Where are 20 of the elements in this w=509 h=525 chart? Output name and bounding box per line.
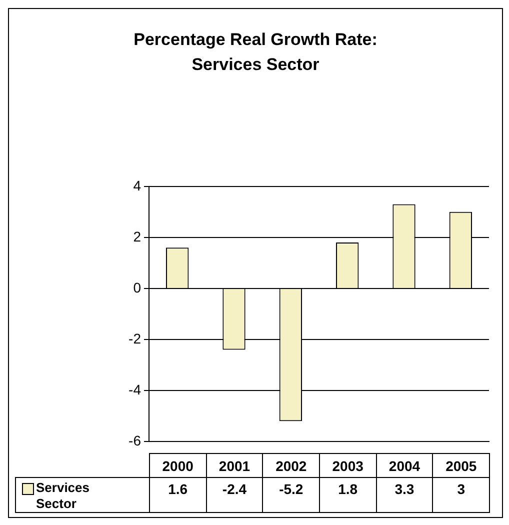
data-label: 3.3	[376, 477, 434, 513]
x-tick-label: 2004	[376, 453, 434, 478]
x-tick-label: 2000	[149, 453, 207, 478]
x-tick-label: 2003	[319, 453, 377, 478]
legend-label: Services Sector	[36, 480, 90, 512]
data-label: 1.8	[319, 477, 377, 513]
data-label: -5.2	[262, 477, 320, 513]
y-tick-label: -2	[128, 330, 142, 346]
data-label: 3	[432, 477, 490, 513]
x-tick-label: 2001	[206, 453, 264, 478]
y-tick-label: -6	[128, 432, 142, 448]
chart-title: Percentage Real Growth Rate: Services Sector	[132, 29, 378, 76]
x-tick-label: 2005	[432, 453, 490, 478]
y-tick-label: -4	[128, 381, 142, 398]
y-tick-label: 0	[133, 279, 142, 296]
data-label: -2.4	[206, 477, 264, 513]
data-label: 1.6	[149, 477, 207, 513]
x-tick-label: 2002	[262, 453, 320, 478]
y-tick-label: 4	[133, 177, 142, 194]
y-tick-label: 2	[133, 228, 142, 244]
